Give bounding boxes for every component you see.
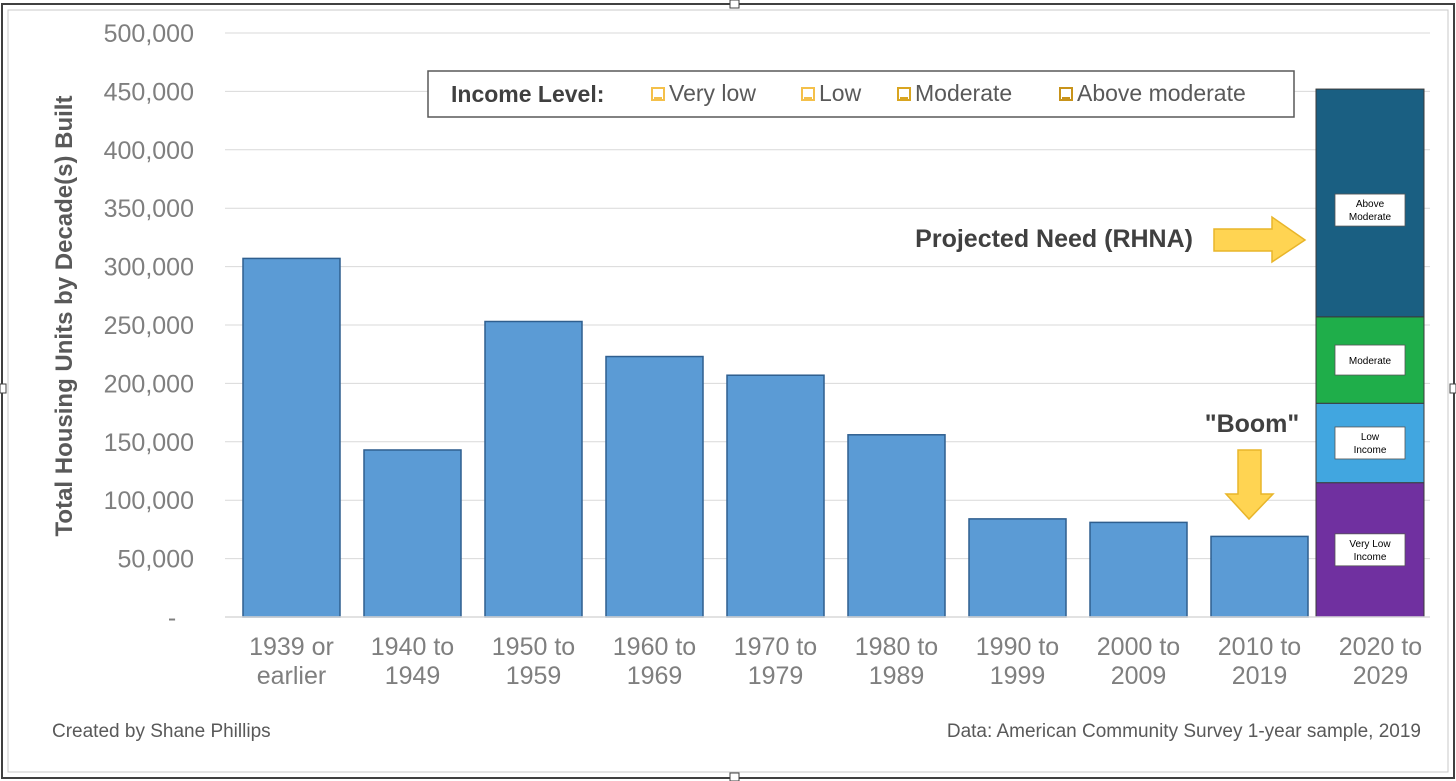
- x-tick-label: 1949: [385, 662, 441, 690]
- source-text: Data: American Community Survey 1-year s…: [947, 721, 1421, 742]
- y-axis-ticks: - 50,000 100,000 150,000 200,000 250,000 300,0…: [104, 20, 194, 632]
- boom-annotation: "Boom": [1205, 410, 1300, 521]
- x-tick-label: 1950 to: [492, 633, 575, 661]
- stack-segment-label: Low: [1361, 432, 1380, 443]
- y-tick-label: 500,000: [104, 20, 194, 48]
- x-tick-label: 1999: [990, 662, 1046, 690]
- stack-label-box: [1334, 533, 1406, 567]
- projected-need-annotation: Projected Need (RHNA): [915, 215, 1307, 264]
- projected-need-label: Projected Need (RHNA): [915, 225, 1193, 253]
- stack-segment-label: Moderate: [1349, 212, 1392, 223]
- x-tick-label: 1960 to: [613, 633, 696, 661]
- y-tick-label: 300,000: [104, 254, 194, 282]
- stack-label-box: [1334, 193, 1406, 227]
- x-tick-label: 2029: [1353, 662, 1409, 690]
- stack-segment-label: Income: [1354, 552, 1387, 563]
- x-tick-label: 1970 to: [734, 633, 817, 661]
- x-tick-label: 2019: [1232, 662, 1288, 690]
- bar: [726, 374, 825, 618]
- stack-segment-label: Moderate: [1349, 356, 1392, 367]
- bar: [1210, 535, 1309, 618]
- projected-need-stack: Very Low Income Low Income Moderate Above Mode…: [1315, 88, 1425, 618]
- x-tick-label: 1969: [627, 662, 683, 690]
- x-tick-label: 1940 to: [371, 633, 454, 661]
- boom-label: "Boom": [1205, 410, 1300, 438]
- y-tick-label: 200,000: [104, 370, 194, 398]
- x-tick-label: earlier: [257, 662, 326, 690]
- x-tick-label: 2009: [1111, 662, 1167, 690]
- legend-entry: Very low: [669, 80, 756, 106]
- y-tick-label: 350,000: [104, 195, 194, 223]
- legend-entry: Moderate: [915, 80, 1012, 106]
- x-tick-label: 1980 to: [855, 633, 938, 661]
- bar: [847, 434, 946, 618]
- x-tick-label: 1989: [869, 662, 925, 690]
- legend-entry: Above moderate: [1077, 80, 1246, 106]
- y-tick-label: 450,000: [104, 78, 194, 106]
- legend-title: Income Level:: [451, 81, 604, 107]
- x-tick-label: 1990 to: [976, 633, 1059, 661]
- stack-segment-label: Income: [1354, 445, 1387, 456]
- y-tick-label: 150,000: [104, 429, 194, 457]
- bar: [484, 320, 583, 618]
- x-tick-label: 2020 to: [1339, 633, 1422, 661]
- y-axis-label: Total Housing Units by Decade(s) Built: [51, 96, 78, 537]
- right-arrow-icon: [1213, 215, 1307, 264]
- stack-segment-label: Above: [1356, 199, 1385, 210]
- y-tick-label: 400,000: [104, 137, 194, 165]
- y-tick-label: -: [168, 604, 176, 632]
- stack-label-box: [1334, 426, 1406, 460]
- credit-text: Created by Shane Phillips: [52, 721, 271, 742]
- y-tick-label: 100,000: [104, 487, 194, 515]
- stack-segment-label: Very Low: [1349, 539, 1391, 550]
- x-tick-label: 1959: [506, 662, 562, 690]
- legend: Income Level: Very low Low Moderate Above m…: [427, 70, 1295, 118]
- bar: [242, 257, 341, 618]
- bar: [363, 449, 462, 618]
- bar: [1089, 521, 1188, 618]
- x-tick-label: 1979: [748, 662, 804, 690]
- stack-label-box: [1334, 344, 1406, 376]
- bars: [242, 257, 1309, 618]
- y-tick-label: 50,000: [118, 546, 194, 574]
- y-tick-label: 250,000: [104, 312, 194, 340]
- bar: [968, 518, 1067, 618]
- legend-box: [427, 70, 1295, 118]
- legend-entry: Low: [819, 80, 862, 106]
- x-tick-label: 2010 to: [1218, 633, 1301, 661]
- bar: [605, 355, 704, 618]
- x-tick-label: 2000 to: [1097, 633, 1180, 661]
- x-tick-label: 1939 or: [249, 633, 334, 661]
- down-arrow-icon: [1224, 449, 1275, 521]
